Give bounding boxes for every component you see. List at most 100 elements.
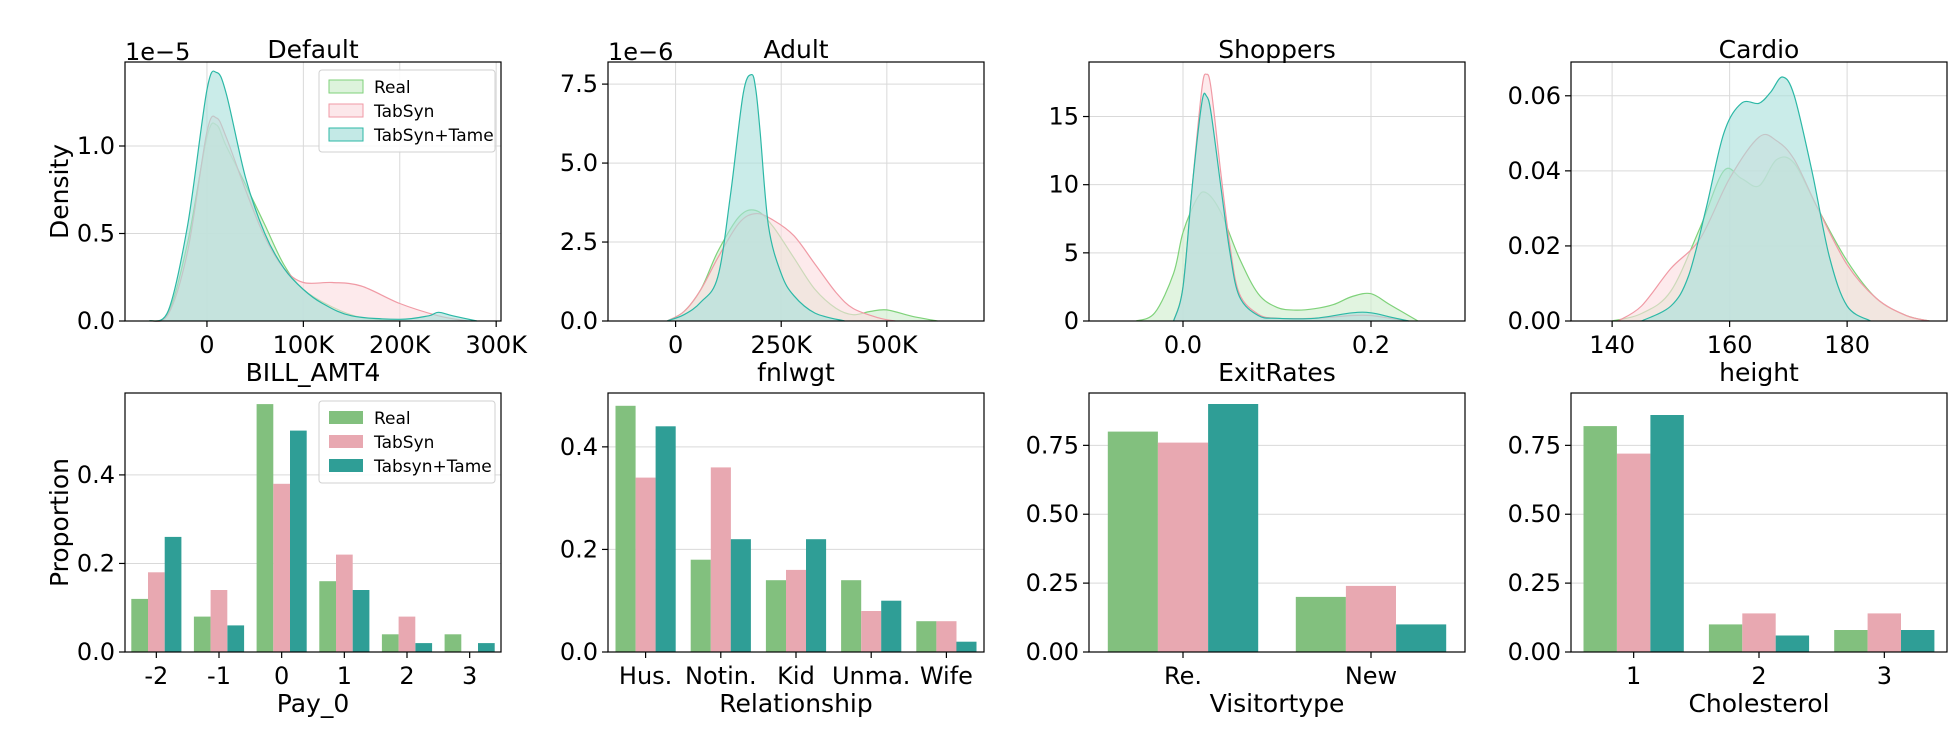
y-tick-label: 0.75	[1508, 431, 1561, 459]
density-line-real	[1135, 191, 1419, 322]
bar-tabsyn	[398, 616, 416, 652]
y-tick-label: 0.25	[1026, 569, 1079, 597]
x-tick-label: 500K	[856, 331, 919, 359]
bar-tame	[806, 539, 827, 652]
density-line-tame	[1641, 76, 1871, 322]
density-area-tame	[667, 74, 845, 322]
bar-real	[131, 598, 148, 652]
x-axis-label: Relationship	[719, 689, 872, 718]
y-tick-label: 0.75	[1026, 431, 1079, 459]
bar-tame	[1396, 624, 1447, 652]
bar-real	[1708, 624, 1743, 652]
chart-title: Cardio	[1719, 35, 1800, 64]
bar-real	[765, 580, 786, 652]
x-tick-label: -1	[207, 662, 231, 690]
y-tick-label: 0.0	[77, 307, 115, 335]
legend-swatch-real	[328, 79, 364, 94]
chart-title: Adult	[763, 35, 828, 64]
y-tick-label: 0.4	[77, 461, 115, 489]
axes-frame	[124, 61, 502, 322]
y-tick-label: 0.50	[1508, 500, 1561, 528]
x-tick-label: 0	[668, 331, 683, 359]
panel-4: 0.00 0.02 0.04 0.06 140 160 180 Cardio height	[1508, 35, 1948, 387]
x-tick-label: 200K	[369, 331, 432, 359]
bar-tabsyn	[861, 611, 882, 652]
x-axis-label: Pay_0	[277, 689, 349, 718]
axes-frame	[607, 392, 985, 653]
y-tick-label: 0.25	[1508, 569, 1561, 597]
y-tick-label: 5	[1064, 239, 1079, 267]
x-tick-label: 1	[337, 662, 352, 690]
bar-tabsyn	[1345, 585, 1396, 652]
panel-6: 0.0 0.2 0.4 Hus. Notin. Kid Unma. Wife Relations…	[560, 392, 985, 718]
bar-tame	[227, 625, 245, 652]
axes-frame	[1088, 61, 1466, 322]
y-tick-label: 10	[1048, 171, 1079, 199]
bar-tabsyn	[1867, 613, 1901, 652]
bar-tame	[956, 641, 977, 652]
y-tick-label: 0.2	[560, 535, 598, 563]
legend-swatch-tame	[328, 127, 364, 142]
x-tick-label: Wife	[920, 662, 973, 690]
legend: Real TabSyn TabSyn+Tame	[318, 69, 496, 153]
y-tick-label: 0	[1064, 307, 1079, 335]
axis-scale-label: 1e−6	[608, 38, 673, 66]
legend-label-tame: TabSyn+Tame	[373, 126, 494, 146]
bar-tabsyn	[148, 572, 165, 652]
legend-label-tame: Tabsyn+Tame	[373, 457, 492, 477]
bar-tame	[1650, 415, 1684, 652]
y-tick-label: 0.4	[560, 433, 598, 461]
bar-real	[1107, 431, 1158, 652]
y-tick-label: 0.04	[1508, 157, 1561, 185]
bar-real	[1583, 426, 1617, 652]
y-tick-label: 0.2	[77, 549, 115, 577]
legend-swatch-tabsyn	[329, 435, 363, 448]
y-tick-label: 7.5	[560, 70, 598, 98]
legend-label-tabsyn: TabSyn	[373, 102, 434, 122]
bar-tabsyn	[936, 621, 957, 652]
bar-tame	[1901, 630, 1935, 652]
y-tick-label: 0.5	[77, 220, 115, 248]
x-tick-label: Notin.	[685, 662, 757, 690]
axes-frame	[1088, 392, 1466, 653]
axes-frame	[1570, 392, 1948, 653]
x-tick-label: 3	[462, 662, 477, 690]
bar-real	[1295, 596, 1346, 652]
legend-label-real: Real	[374, 409, 411, 429]
x-axis-label: Cholesterol	[1688, 689, 1829, 718]
bar-tame	[290, 430, 307, 652]
x-tick-label: Hus.	[619, 662, 672, 690]
legend-swatch-real	[329, 411, 363, 424]
density-line-tame	[666, 74, 845, 322]
bar-tame	[730, 539, 751, 652]
legend-swatch-tame	[329, 459, 363, 472]
x-axis-label: fnlwgt	[757, 358, 835, 387]
legend-label-real: Real	[374, 78, 411, 98]
density-line-tame	[1173, 92, 1409, 322]
x-tick-label: 1	[1626, 662, 1641, 690]
x-tick-label: -2	[144, 662, 168, 690]
panel-2: 0.0 2.5 5.0 7.5 0 250K 500K Adult fnlwgt 1e−6	[560, 35, 985, 387]
bar-tame	[881, 600, 902, 652]
axes-frame	[124, 392, 502, 653]
bar-tabsyn	[786, 569, 807, 652]
y-axis-label: Proportion	[45, 458, 74, 587]
axes-frame	[1570, 61, 1948, 322]
x-tick-label: 160	[1707, 331, 1753, 359]
y-tick-label: 0.0	[560, 307, 598, 335]
bar-real	[690, 559, 711, 652]
legend: Real TabSyn Tabsyn+Tame	[318, 400, 496, 484]
bar-tabsyn	[1742, 613, 1776, 652]
bar-tame	[478, 643, 495, 652]
density-area-tame	[149, 71, 477, 322]
legend-label-tabsyn: TabSyn	[373, 433, 434, 453]
x-axis-label: height	[1719, 358, 1799, 387]
legend-swatch-tabsyn	[328, 103, 364, 118]
x-axis-label: BILL_AMT4	[246, 358, 381, 387]
bar-real	[256, 404, 274, 652]
y-tick-label: 0.0	[560, 638, 598, 666]
panel-3: 0 5 10 15 0.0 0.2 Shoppers ExitRates	[1048, 35, 1466, 387]
bar-real	[615, 405, 636, 652]
